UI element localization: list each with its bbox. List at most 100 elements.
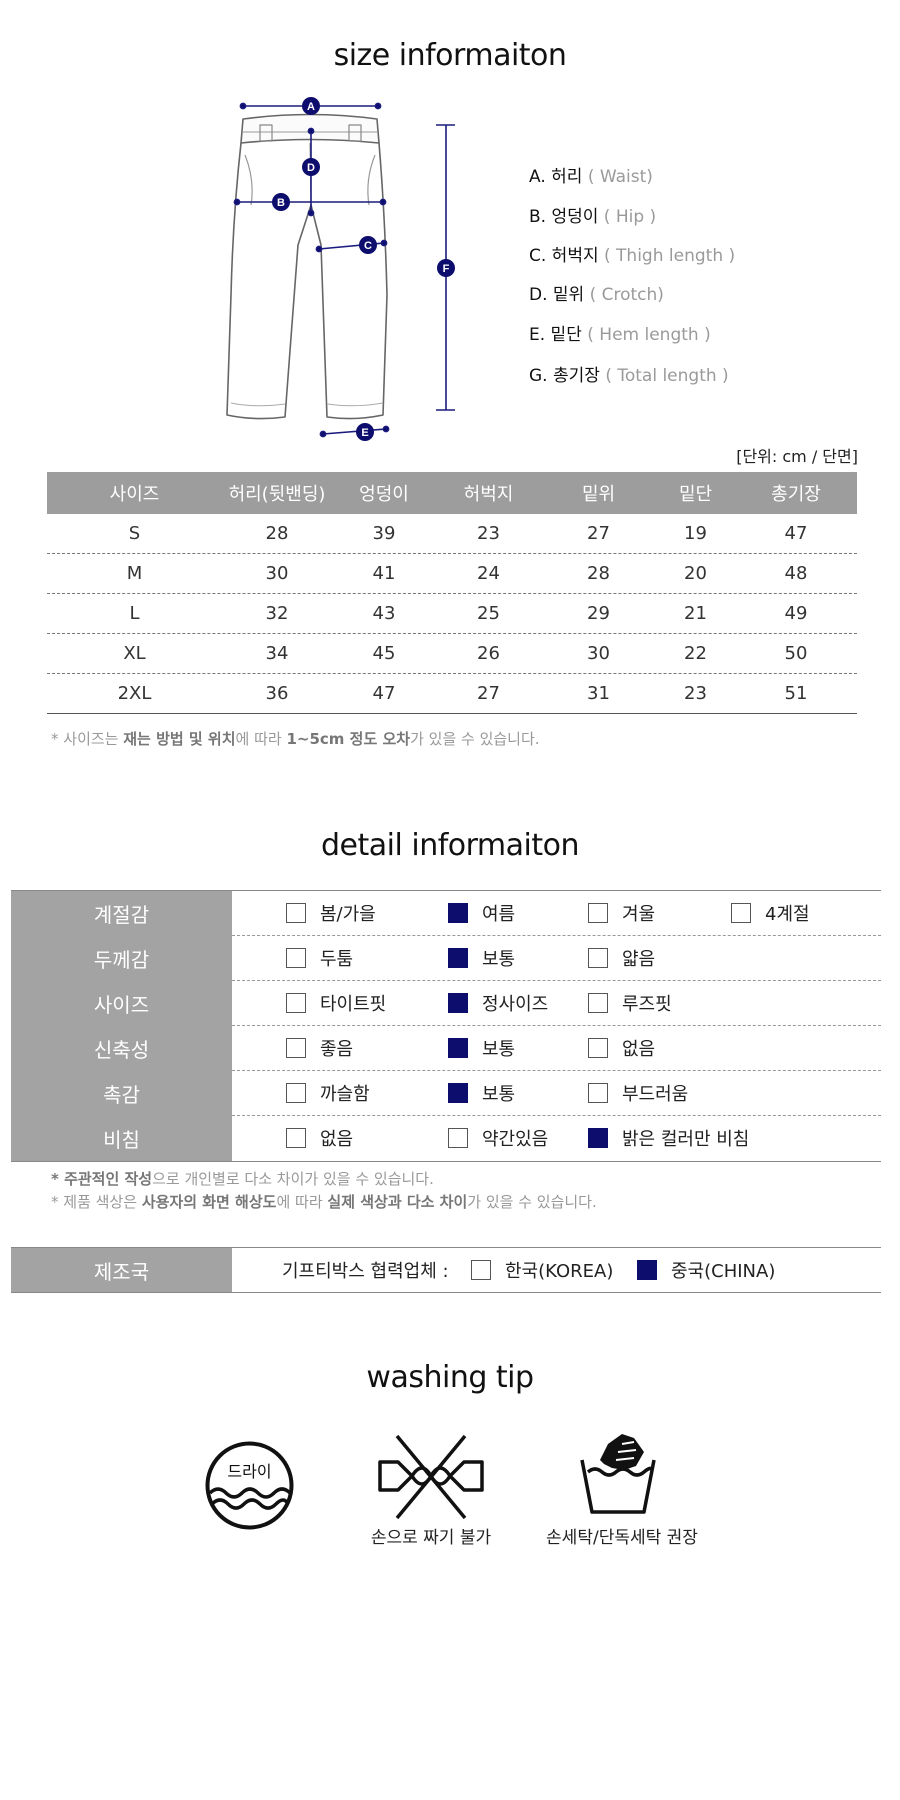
legend-item: C. 허벅지 ( Thigh length ) xyxy=(529,246,736,266)
detail-row-label: 사이즈 xyxy=(11,981,232,1026)
option[interactable]: 봄/가을 xyxy=(286,891,376,935)
checkbox-checked[interactable] xyxy=(588,1128,608,1148)
checkbox-unchecked[interactable] xyxy=(588,948,608,968)
table-cell: 39 xyxy=(372,523,396,544)
size-section-title: size informaiton xyxy=(333,38,567,73)
checkbox-checked[interactable] xyxy=(448,1038,468,1058)
washing-section-title: washing tip xyxy=(366,1360,534,1395)
table-cell: 30 xyxy=(587,643,610,664)
header-cell: 밑단 xyxy=(678,484,713,505)
origin-partner: 기프티박스 협력업체 : xyxy=(282,1261,449,1282)
origin-options: 기프티박스 협력업체 : 한국(KOREA) 중국(CHINA) xyxy=(232,1248,881,1292)
table-row: S 28 39 23 27 19 47 xyxy=(47,514,857,554)
option[interactable]: 루즈핏 xyxy=(588,981,672,1025)
option-china[interactable]: 중국(CHINA) xyxy=(637,1248,775,1292)
header-cell: 허리(뒷밴딩) xyxy=(228,484,326,505)
checkbox-unchecked[interactable] xyxy=(286,1083,306,1103)
detail-row-label: 비침 xyxy=(11,1116,232,1161)
table-cell: 28 xyxy=(265,523,289,544)
option[interactable]: 겨울 xyxy=(588,891,655,935)
detail-options: 타이트핏 정사이즈 루즈핏 xyxy=(232,981,881,1026)
detail-row-season: 계절감 봄/가을 여름 겨울 4계절 xyxy=(11,891,881,936)
table-row: 2XL 36 47 27 31 23 51 xyxy=(47,674,857,714)
checkbox-unchecked[interactable] xyxy=(286,993,306,1013)
option[interactable]: 없음 xyxy=(588,1026,655,1070)
origin-label: 제조국 xyxy=(11,1248,232,1292)
checkbox-checked[interactable] xyxy=(448,903,468,923)
table-cell: 19 xyxy=(684,523,707,544)
detail-options: 좋음 보통 없음 xyxy=(232,1026,881,1071)
header-cell: 총기장 xyxy=(771,484,821,505)
detail-section-title: detail informaiton xyxy=(321,828,580,863)
checkbox-checked[interactable] xyxy=(637,1260,657,1280)
option[interactable]: 보통 xyxy=(448,1071,515,1115)
table-row: L 32 43 25 29 21 49 xyxy=(47,594,857,634)
checkbox-unchecked[interactable] xyxy=(286,948,306,968)
table-cell: 47 xyxy=(784,523,808,544)
detail-options: 없음 약간있음 밝은 컬러만 비침 xyxy=(232,1116,881,1161)
dry-clean-text: 드라이 xyxy=(227,1462,272,1481)
checkbox-unchecked[interactable] xyxy=(588,1038,608,1058)
detail-row-fit: 사이즈 타이트핏 정사이즈 루즈핏 xyxy=(11,981,881,1026)
table-row: XL 34 45 26 30 22 50 xyxy=(47,634,857,674)
table-cell: 31 xyxy=(587,683,610,704)
checkbox-unchecked[interactable] xyxy=(448,1128,468,1148)
option[interactable]: 얇음 xyxy=(588,936,655,980)
legend-item: E. 밑단 ( Hem length ) xyxy=(529,325,711,345)
table-cell: 27 xyxy=(587,523,610,544)
table-cell: XL xyxy=(123,643,146,664)
hand-wash-label: 손세탁/단독세탁 권장 xyxy=(546,1528,698,1548)
checkbox-unchecked[interactable] xyxy=(588,903,608,923)
option[interactable]: 밝은 컬러만 비침 xyxy=(588,1116,749,1160)
marker-e: E xyxy=(361,427,368,439)
option[interactable]: 약간있음 xyxy=(448,1116,548,1160)
checkbox-unchecked[interactable] xyxy=(471,1260,491,1280)
table-cell: S xyxy=(128,523,141,544)
table-cell: 24 xyxy=(477,563,500,584)
option[interactable]: 정사이즈 xyxy=(448,981,548,1025)
option[interactable]: 좋음 xyxy=(286,1026,353,1070)
checkbox-checked[interactable] xyxy=(448,1083,468,1103)
detail-options: 봄/가을 여름 겨울 4계절 xyxy=(232,891,881,936)
detail-row-texture: 촉감 까슬함 보통 부드러움 xyxy=(11,1071,881,1116)
header-cell: 밑위 xyxy=(581,484,616,505)
table-cell: 23 xyxy=(477,523,500,544)
option[interactable]: 여름 xyxy=(448,891,515,935)
checkbox-unchecked[interactable] xyxy=(588,1083,608,1103)
option[interactable]: 두툼 xyxy=(286,936,353,980)
checkbox-unchecked[interactable] xyxy=(731,903,751,923)
option[interactable]: 보통 xyxy=(448,1026,515,1070)
size-table: 사이즈 허리(뒷밴딩) 엉덩이 허벅지 밑위 밑단 총기장 S 28 39 23… xyxy=(47,472,857,714)
legend-item: G. 총기장 ( Total length ) xyxy=(529,366,729,386)
option[interactable]: 4계절 xyxy=(731,891,810,935)
checkbox-unchecked[interactable] xyxy=(286,903,306,923)
table-cell: 29 xyxy=(587,603,610,624)
marker-a: A xyxy=(307,101,315,113)
detail-row-label: 신축성 xyxy=(11,1026,232,1071)
option[interactable]: 타이트핏 xyxy=(286,981,386,1025)
header-cell: 사이즈 xyxy=(109,484,160,505)
table-cell: 20 xyxy=(684,563,707,584)
option-korea[interactable]: 한국(KOREA) xyxy=(471,1248,613,1292)
table-cell: 36 xyxy=(265,683,289,704)
checkbox-checked[interactable] xyxy=(448,993,468,1013)
origin-row: 제조국 기프티박스 협력업체 : 한국(KOREA) 중국(CHINA) xyxy=(11,1247,881,1293)
table-cell: 30 xyxy=(265,563,289,584)
option[interactable]: 없음 xyxy=(286,1116,353,1160)
table-cell: 27 xyxy=(477,683,500,704)
no-wring-label: 손으로 짜기 불가 xyxy=(370,1528,492,1548)
table-cell: 51 xyxy=(784,683,808,704)
checkbox-checked[interactable] xyxy=(448,948,468,968)
option[interactable]: 부드러움 xyxy=(588,1071,688,1115)
option[interactable]: 보통 xyxy=(448,936,515,980)
checkbox-unchecked[interactable] xyxy=(588,993,608,1013)
table-cell: 26 xyxy=(477,643,500,664)
marker-c: C xyxy=(364,240,372,252)
checkbox-unchecked[interactable] xyxy=(286,1128,306,1148)
checkbox-unchecked[interactable] xyxy=(286,1038,306,1058)
option[interactable]: 까슬함 xyxy=(286,1071,370,1115)
legend-item: D. 밑위 ( Crotch) xyxy=(529,285,664,305)
table-cell: 47 xyxy=(372,683,396,704)
table-cell: 2XL xyxy=(117,683,152,704)
table-cell: 49 xyxy=(784,603,808,624)
